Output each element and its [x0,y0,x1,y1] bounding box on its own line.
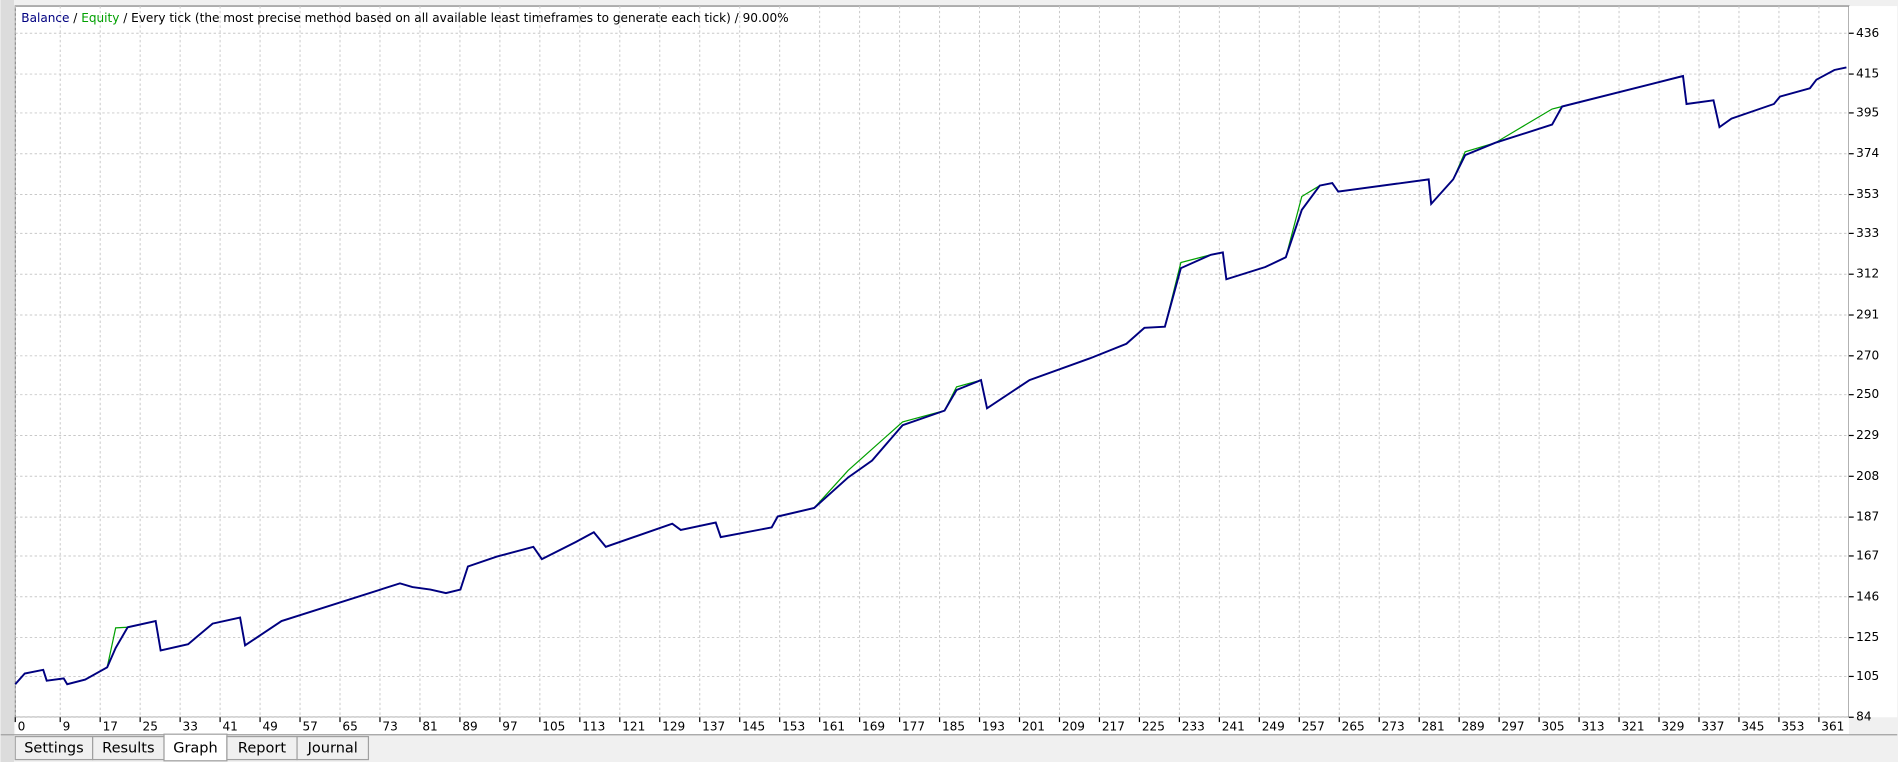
lines [14,66,1847,686]
x-tick-label: 201 [1022,719,1045,733]
y-tick-label: 312 [1856,267,1879,281]
separator: / [119,11,131,25]
x-tick-label: 177 [902,719,925,733]
y-tick-label: 353 [1856,187,1879,201]
x-tick-label: 73 [382,719,397,733]
x-tick-label: 313 [1582,719,1605,733]
x-tick-label: 233 [1182,719,1205,733]
legend-entry: Balance [21,11,69,25]
x-tick-label: 81 [422,719,437,733]
legend-entry: Equity [81,11,119,25]
y-tick-label: 105 [1856,669,1879,683]
x-tick-label: 113 [582,719,605,733]
y-tick-label: 250 [1856,387,1879,401]
side-strip [0,0,15,762]
x-tick-label: 273 [1382,719,1405,733]
separator: / [69,11,81,25]
plot-area [14,5,1850,718]
x-tick-label: 241 [1222,719,1245,733]
x-tick-label: 209 [1062,719,1085,733]
x-tick-label: 0 [18,719,26,733]
x-tick-label: 305 [1542,719,1565,733]
x-tick-label: 249 [1262,719,1285,733]
x-tick-label: 137 [702,719,725,733]
y-tick-label: 415 [1856,67,1879,81]
labels: 8410512514616718720822925027029131233335… [18,26,1880,734]
x-tick-label: 9 [63,719,71,733]
y-tick-label: 167 [1856,548,1879,562]
chart-header: Balance / Equity / Every tick (the most … [21,11,788,25]
y-tick-label: 270 [1856,348,1879,362]
y-tick-label: 333 [1856,226,1879,240]
x-tick-label: 57 [302,719,317,733]
x-tick-label: 105 [542,719,565,733]
tab-label[interactable]: Graph [173,741,217,757]
x-tick-label: 217 [1102,719,1125,733]
y-tick-label: 374 [1856,146,1879,160]
x-tick-label: 25 [143,719,158,733]
y-tick-label: 187 [1856,510,1879,524]
x-tick-label: 265 [1342,719,1365,733]
x-tick-label: 89 [462,719,477,733]
x-tick-label: 361 [1821,719,1844,733]
x-tick-label: 41 [223,719,238,733]
x-tick-label: 257 [1302,719,1325,733]
y-tick-label: 436 [1856,26,1879,40]
x-tick-label: 17 [103,719,118,733]
tab-label[interactable]: Settings [24,741,83,757]
y-tick-label: 229 [1856,428,1879,442]
y-tick-label: 146 [1856,589,1879,603]
x-tick-label: 97 [502,719,517,733]
tabs: Settings Results Graph Report Journal [14,733,370,762]
y-tick-label: 125 [1856,630,1879,644]
x-tick-label: 153 [782,719,805,733]
x-tick-label: 345 [1741,719,1764,733]
y-tick-label: 291 [1856,308,1879,322]
series-line [14,66,1847,686]
x-tick-label: 193 [982,719,1005,733]
y-tick-label: 84 [1856,710,1871,724]
tab-label[interactable]: Journal [307,741,358,757]
x-axis-area [15,717,1849,735]
x-tick-label: 169 [862,719,885,733]
x-tick-label: 121 [622,719,645,733]
tab-label[interactable]: Results [102,741,154,757]
x-tick-label: 49 [262,719,277,733]
x-tick-label: 297 [1502,719,1525,733]
x-tick-label: 353 [1781,719,1804,733]
y-tick-label: 208 [1856,469,1879,483]
x-tick-label: 185 [942,719,965,733]
tab-label[interactable]: Report [238,741,286,757]
x-tick-label: 33 [183,719,198,733]
tab[interactable] [296,735,370,761]
x-tick-label: 281 [1422,719,1445,733]
tab[interactable] [163,733,228,762]
y-axis-area [1848,6,1898,718]
grid [14,6,1854,723]
x-tick-label: 321 [1621,719,1644,733]
x-tick-label: 65 [342,719,357,733]
y-tick-label: 395 [1856,105,1879,119]
x-tick-label: 161 [822,719,845,733]
x-tick-label: 329 [1661,719,1684,733]
x-tick-label: 145 [742,719,765,733]
x-tick-label: 337 [1701,719,1724,733]
x-tick-label: 129 [662,719,685,733]
subtitle: Every tick (the most precise method base… [131,11,788,25]
x-tick-label: 225 [1142,719,1165,733]
x-tick-label: 289 [1462,719,1485,733]
